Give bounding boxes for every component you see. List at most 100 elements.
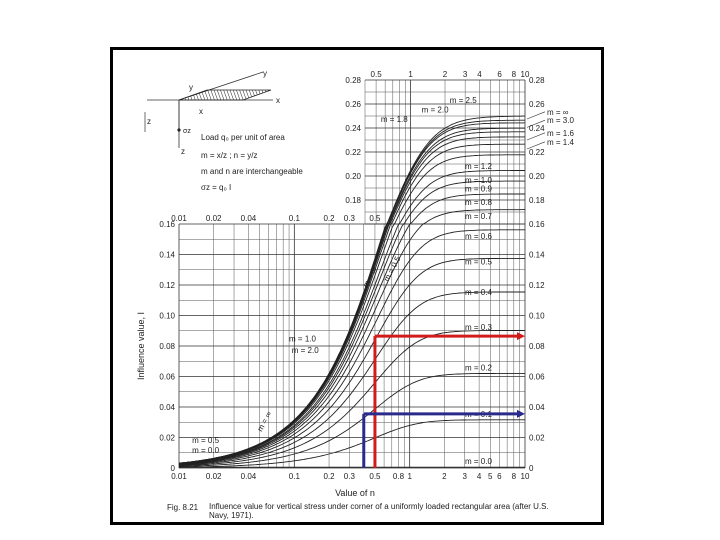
loaded-rectangle — [178, 89, 272, 101]
x-tick-bottom: 0.3 — [344, 472, 356, 481]
curve-m-0.7 — [178, 209, 525, 465]
y-tick-right: 0.26 — [529, 100, 545, 109]
curve-m-0.4 — [178, 291, 525, 466]
y-tick-left-upper: 0.18 — [345, 196, 361, 205]
x-tick-bottom: 0.04 — [241, 472, 257, 481]
x-tick-bottom: 0.5 — [369, 472, 381, 481]
y-tick-right: 0.12 — [529, 281, 545, 290]
curve-label: m = 0.0 — [192, 446, 219, 455]
curve-label-inner: m = 0.8 — [465, 198, 492, 207]
curve-m-999 — [178, 115, 525, 464]
label-leader — [526, 119, 546, 128]
curve-label-inner: m = 0.7 — [465, 212, 492, 221]
y-tick-right: 0.18 — [529, 196, 545, 205]
y-tick-right: 0.06 — [529, 373, 545, 382]
curve-label-upper: m = 2.0 — [422, 105, 449, 114]
inset-label-z-bottom: z — [181, 147, 185, 156]
curve-m-0.5 — [178, 257, 525, 466]
x-tick-top-lower: 0.1 — [289, 214, 301, 223]
inset-line-3: m and n are interchangeable — [201, 167, 303, 176]
x-tick-bottom: 5 — [488, 472, 493, 481]
curve-label-inner: m = 0.4 — [465, 288, 492, 297]
x-tick-bottom: 3 — [462, 472, 467, 481]
curve-label-upper: m = 2.5 — [450, 96, 477, 105]
x-tick-top-upper: 1 — [408, 70, 413, 79]
x-tick-top-lower: 0.3 — [344, 214, 356, 223]
reading-arrowhead — [517, 332, 525, 341]
x-tick-top-upper: 10 — [521, 70, 530, 79]
inset-line-4: σz = q₀ I — [201, 183, 231, 192]
chart-title: Influence value for vertical stress unde… — [209, 502, 549, 520]
x-tick-bottom: 4 — [477, 472, 482, 481]
y-tick-left: 0.16 — [159, 220, 175, 229]
curve-label-inner: m = 1.0 — [465, 176, 492, 185]
curve-label-right: m = 3.0 — [547, 116, 574, 125]
label-leader — [526, 132, 546, 141]
y-tick-left: 0.06 — [159, 373, 175, 382]
y-tick-right: 0.16 — [529, 220, 545, 229]
y-tick-right: 0.08 — [529, 342, 545, 351]
y-tick-right: 0.22 — [529, 148, 545, 157]
label-leader — [526, 141, 546, 150]
y-tick-left: 0.08 — [159, 342, 175, 351]
figure-number: Fig. 8.21 — [167, 503, 199, 512]
y-tick-right: 0.14 — [529, 251, 545, 260]
curve-group — [178, 115, 526, 468]
curve-m-0.9 — [178, 180, 525, 465]
y-tick-right: 0.02 — [529, 434, 545, 443]
inset-label-y-top: y — [263, 69, 267, 78]
y-tick-right: 0.24 — [529, 124, 545, 133]
y-tick-right: 0.20 — [529, 172, 545, 181]
curve-label-right: m = ∞ — [547, 108, 569, 117]
y-tick-left-upper: 0.24 — [345, 124, 361, 133]
curve-label-inner: m = 0.9 — [465, 185, 492, 194]
x-tick-bottom: 0.01 — [171, 472, 187, 481]
y-axis-label: Influence value, I — [136, 312, 146, 380]
x-tick-bottom: 0.02 — [206, 472, 222, 481]
curve-label-inner: m = 0.0 — [465, 457, 492, 466]
y-tick-right: 0 — [529, 464, 534, 473]
inset-label-sigma: σz — [183, 128, 191, 135]
stress-point — [177, 128, 181, 132]
x-tick-bottom: 6 — [497, 472, 502, 481]
x-tick-bottom: 8 — [512, 472, 517, 481]
y-tick-left-upper: 0.22 — [345, 148, 361, 157]
inset-label-x-right: x — [276, 96, 280, 105]
red-reading-line — [373, 332, 525, 468]
curve-label-inner: m = 1.2 — [465, 162, 492, 171]
legend-inset: y x z σz x y z Load q₀ per unit of area … — [144, 69, 303, 192]
curve-m-1 — [178, 170, 525, 465]
y-tick-left-upper: 0.28 — [345, 76, 361, 85]
inset-line-1: Load q₀ per unit of area — [201, 133, 285, 142]
x-tick-top-lower: 0.5 — [369, 214, 381, 223]
y-tick-left: 0 — [171, 464, 176, 473]
y-tick-left-upper: 0.20 — [345, 172, 361, 181]
curve-label-inner: m = 0.5 — [465, 257, 492, 266]
curve-label-rotated: m = ∞ — [255, 410, 273, 433]
x-tick-top-upper: 8 — [512, 70, 517, 79]
curve-label-inner: m = 0.3 — [465, 323, 492, 332]
curve-label: m = 1.0 — [289, 334, 316, 343]
x-axis-label: Value of n — [335, 488, 375, 498]
curve-m-0.2 — [178, 372, 525, 468]
x-tick-top-upper: 6 — [497, 70, 502, 79]
curve-label-right: m = 1.6 — [547, 129, 574, 138]
y-tick-left: 0.04 — [159, 403, 175, 412]
curve-label-inner: m = 0.2 — [465, 363, 492, 372]
x-tick-top-upper: 0.5 — [371, 70, 383, 79]
x-tick-bottom: 10 — [521, 472, 530, 481]
label-group: m = 0.5 m = 0.0 m = 1.0 m = 2.0 m = 1.8 m = 2… — [192, 96, 574, 466]
inset-label-x-bottom: x — [199, 107, 203, 116]
curve-m-0.1 — [178, 419, 525, 468]
curve-label-upper: m = 1.8 — [381, 115, 408, 124]
y-tick-right: 0.28 — [529, 76, 545, 85]
inset-line-2: m = x/z ; n = y/z — [201, 151, 257, 160]
y-tick-left: 0.14 — [159, 251, 175, 260]
influence-chart: 0.01 0.02 0.04 0.1 0.2 0.3 0.5 0.8 1 2 3 4 5 6 8 100.01… — [136, 69, 574, 520]
x-tick-bottom: 0.8 — [393, 472, 405, 481]
y-tick-left: 0.02 — [159, 434, 175, 443]
x-tick-bottom: 0.1 — [289, 472, 301, 481]
x-tick-top-upper: 3 — [463, 70, 468, 79]
y-tick-left-upper: 0.26 — [345, 100, 361, 109]
inset-label-z-left: z — [147, 117, 151, 126]
